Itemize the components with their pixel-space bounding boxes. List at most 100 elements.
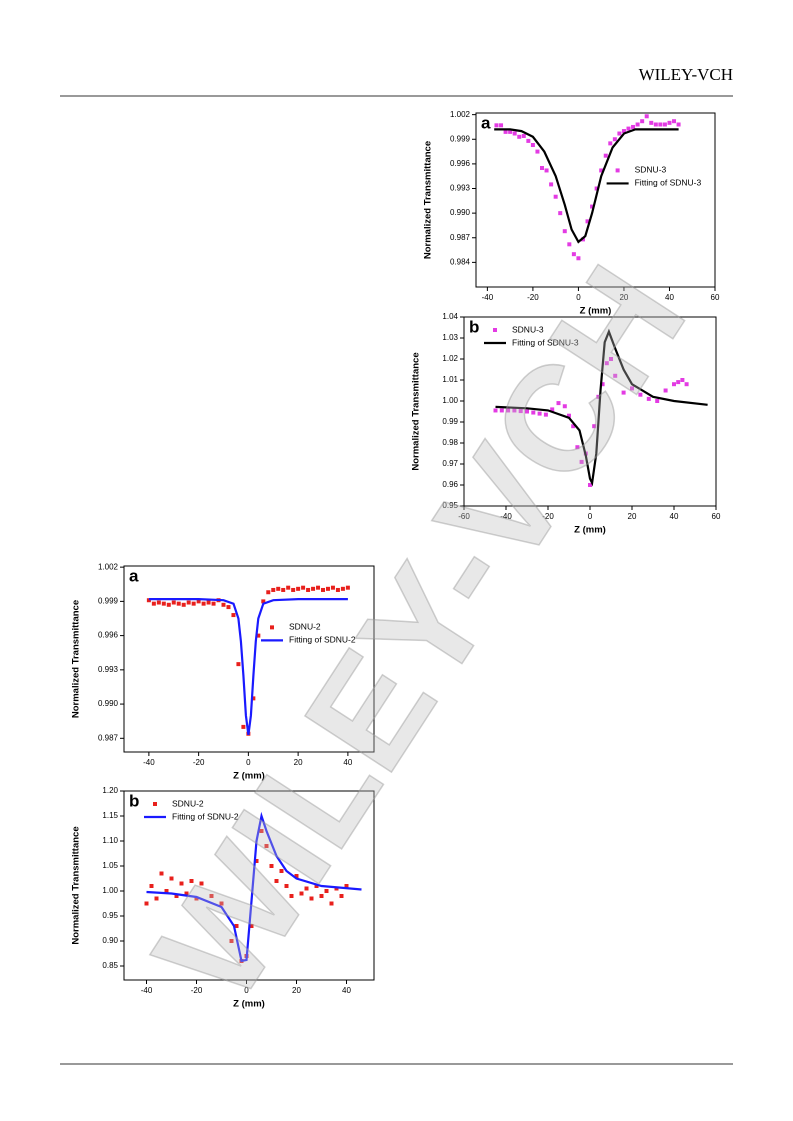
data-point [672, 382, 676, 387]
y-tick-label: 0.993 [98, 665, 119, 674]
y-tick-label: 0.996 [450, 159, 471, 168]
data-point [562, 229, 567, 234]
data-point [169, 876, 174, 881]
data-point [319, 894, 324, 898]
data-point [676, 122, 681, 127]
data-point [494, 123, 499, 128]
x-tick-label: 60 [712, 512, 721, 521]
plot-frame [475, 112, 716, 288]
fit-line [494, 128, 679, 244]
legend-label: SDNU-3 [512, 324, 544, 334]
data-point [517, 134, 522, 139]
data-point [286, 585, 291, 590]
y-tick-label: 0.990 [98, 699, 119, 708]
x-tick-label: -20 [191, 986, 203, 995]
data-point [316, 585, 321, 590]
y-tick-label: 1.03 [442, 333, 458, 342]
data-point [325, 586, 330, 591]
data-point [571, 252, 576, 257]
x-tick-label: 60 [711, 293, 720, 302]
data-point [294, 874, 299, 878]
data-point [663, 388, 668, 393]
data-point [531, 410, 536, 415]
data-point [335, 587, 340, 592]
data-point [499, 408, 504, 413]
data-point [518, 409, 523, 414]
y-tick-label: 1.02 [442, 354, 458, 363]
data-point [543, 412, 548, 417]
data-point [281, 587, 286, 592]
data-point [530, 143, 535, 148]
data-point [306, 587, 311, 592]
x-tick-label: -40 [500, 512, 512, 521]
data-point [345, 585, 350, 590]
data-point [291, 587, 296, 592]
data-point [234, 924, 239, 928]
data-point [608, 141, 613, 146]
x-tick-label: 40 [343, 758, 352, 767]
data-point [254, 859, 259, 863]
data-point [540, 165, 545, 170]
x-tick-label: 0 [588, 512, 593, 521]
data-point [259, 829, 264, 833]
data-point [640, 119, 645, 124]
data-point [181, 602, 186, 607]
y-tick-label: 0.95 [102, 911, 118, 920]
data-point [617, 131, 622, 136]
data-point [296, 586, 301, 591]
y-tick-label: 0.999 [98, 596, 119, 605]
data-point [655, 399, 660, 403]
data-point [194, 896, 199, 901]
data-point [149, 884, 154, 888]
data-point [340, 586, 345, 591]
legend-label: Fitting of SDNU-2 [172, 811, 239, 821]
data-point [553, 194, 558, 199]
data-point [229, 939, 234, 943]
data-point [164, 889, 169, 893]
legend-label: Fitting of SDNU-2 [289, 635, 356, 645]
data-point [575, 445, 580, 450]
data-point [525, 409, 529, 414]
y-tick-label: 0.96 [442, 480, 458, 489]
data-point [626, 126, 631, 131]
y-tick-label: 0.85 [102, 961, 118, 970]
data-point [599, 168, 604, 173]
data-point [558, 211, 563, 216]
y-tick-label: 1.20 [102, 786, 118, 795]
data-point [196, 599, 201, 604]
legend-swatch [270, 625, 274, 630]
data-point [249, 924, 254, 928]
data-point [585, 219, 590, 224]
data-point [209, 894, 214, 898]
data-point [631, 124, 636, 129]
data-point [266, 590, 271, 595]
data-point [590, 204, 595, 209]
data-point [596, 394, 601, 399]
y-tick-label: 0.98 [442, 438, 458, 447]
data-point [508, 129, 513, 134]
data-point [301, 585, 306, 590]
panel-label: b [129, 791, 139, 810]
data-point [499, 123, 504, 128]
data-point [571, 424, 576, 429]
x-tick-label: 0 [244, 986, 249, 995]
data-point [236, 662, 241, 667]
y-tick-label: 0.987 [450, 233, 471, 242]
data-point [667, 120, 672, 125]
x-tick-label: 20 [628, 512, 637, 521]
data-point [644, 114, 649, 119]
x-tick-label: -40 [141, 986, 153, 995]
panel-label: a [129, 566, 139, 585]
data-point [151, 601, 156, 606]
data-point [159, 871, 164, 876]
x-tick-label: 40 [670, 512, 679, 521]
data-point [493, 408, 498, 413]
data-point [256, 633, 261, 638]
data-point [334, 886, 339, 891]
data-point [146, 598, 151, 603]
data-point [289, 894, 294, 898]
fit-line [495, 328, 708, 487]
data-point [171, 600, 176, 605]
x-tick-label: 0 [576, 293, 581, 302]
